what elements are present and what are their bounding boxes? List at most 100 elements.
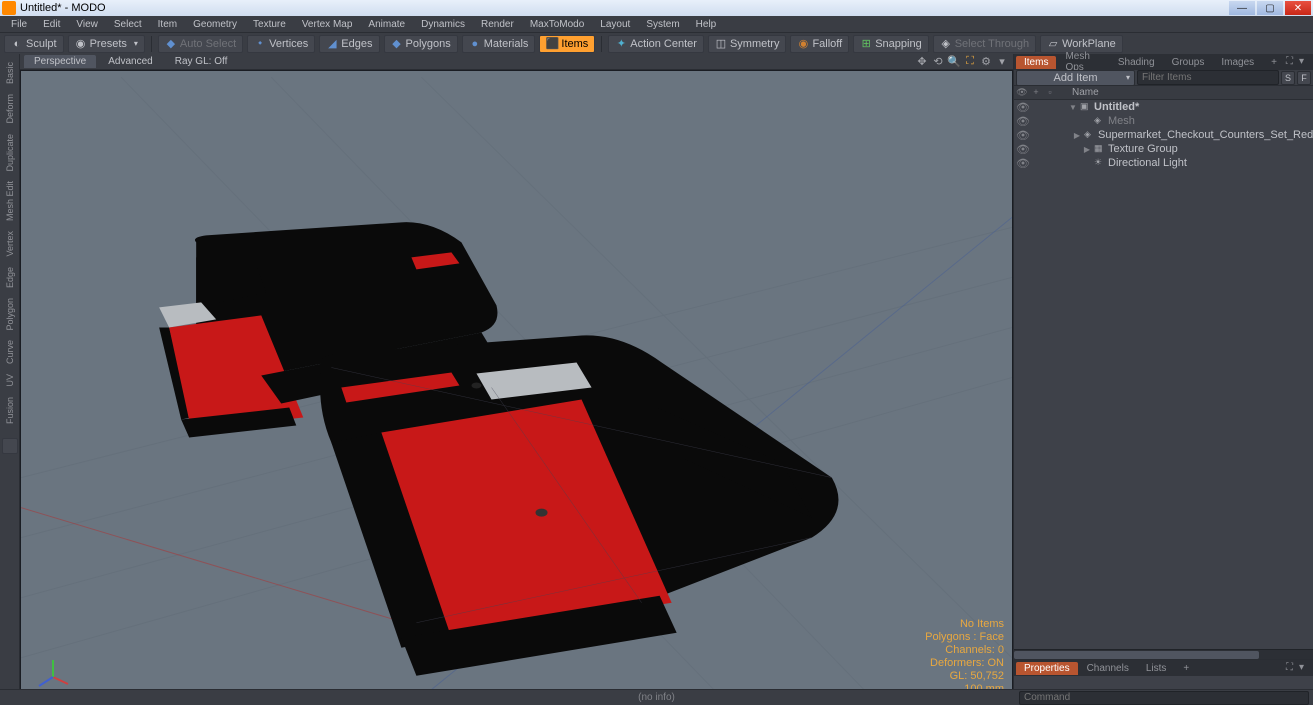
- items-button[interactable]: ⬛Items: [539, 35, 595, 53]
- tab-properties[interactable]: Properties: [1016, 662, 1078, 675]
- polygon-icon: ◆: [391, 38, 403, 50]
- menu-texture[interactable]: Texture: [246, 18, 293, 31]
- menu-dynamics[interactable]: Dynamics: [414, 18, 472, 31]
- autoselect-button[interactable]: ◆Auto Select: [158, 35, 243, 53]
- vtab-polygon[interactable]: Polygon: [3, 294, 17, 335]
- props-menu-icon[interactable]: ▾: [1299, 662, 1311, 674]
- sculpt-icon: ◐: [11, 38, 23, 50]
- vtab-basic[interactable]: Basic: [3, 58, 17, 88]
- tab-channels[interactable]: Channels: [1079, 662, 1137, 675]
- col-color-icon[interactable]: ▫: [1044, 87, 1056, 99]
- menu-item[interactable]: Item: [151, 18, 184, 31]
- vtab-uv[interactable]: UV: [3, 370, 17, 391]
- maximize-button[interactable]: ▢: [1257, 1, 1283, 15]
- menu-maxtomodo[interactable]: MaxToModo: [523, 18, 591, 31]
- vtab-edge[interactable]: Edge: [3, 263, 17, 292]
- presets-icon: ◉: [75, 38, 87, 50]
- menu-view[interactable]: View: [69, 18, 105, 31]
- properties-tabs: Properties Channels Lists + ⛶ ▾: [1014, 660, 1313, 676]
- autoselect-icon: ◆: [165, 38, 177, 50]
- tree-row[interactable]: 👁☀Directional Light: [1014, 156, 1313, 170]
- material-icon: ●: [469, 38, 481, 50]
- viewport-move-icon[interactable]: ✥: [915, 55, 929, 69]
- menu-bar: File Edit View Select Item Geometry Text…: [0, 16, 1313, 32]
- menu-file[interactable]: File: [4, 18, 34, 31]
- vtab-curve[interactable]: Curve: [3, 336, 17, 368]
- tab-lists[interactable]: Lists: [1138, 662, 1175, 675]
- tree-row[interactable]: 👁▶◈Supermarket_Checkout_Counters_Set_Red…: [1014, 128, 1313, 142]
- viewport-header: Perspective Advanced Ray GL: Off ✥ ⟲ 🔍 ⛶…: [20, 54, 1013, 70]
- viewport-expand-icon[interactable]: ⛶: [963, 55, 977, 69]
- item-tree[interactable]: 👁▼▣Untitled*👁◈Mesh👁▶◈Supermarket_Checkou…: [1014, 100, 1313, 649]
- menu-help[interactable]: Help: [689, 18, 724, 31]
- polygons-button[interactable]: ◆Polygons: [384, 35, 458, 53]
- viewport-rotate-icon[interactable]: ⟲: [931, 55, 945, 69]
- snapping-icon: ⊞: [860, 38, 872, 50]
- menu-edit[interactable]: Edit: [36, 18, 67, 31]
- panel-menu-icon[interactable]: ▾: [1299, 56, 1311, 68]
- col-add-icon[interactable]: +: [1030, 87, 1042, 99]
- command-input[interactable]: [1019, 691, 1309, 705]
- left-tool-button[interactable]: [2, 438, 18, 454]
- status-bar: (no info): [0, 689, 1313, 705]
- left-tool-tabs: Basic Deform Duplicate Mesh Edit Vertex …: [0, 54, 20, 705]
- minimize-button[interactable]: —: [1229, 1, 1255, 15]
- viewport-3d[interactable]: No Items Polygons : Face Channels: 0 Def…: [20, 70, 1013, 705]
- tree-row[interactable]: 👁◈Mesh: [1014, 114, 1313, 128]
- menu-system[interactable]: System: [639, 18, 686, 31]
- filter-items-input[interactable]: [1137, 70, 1279, 85]
- axis-gizmo[interactable]: [33, 652, 73, 692]
- snapping-button[interactable]: ⊞Snapping: [853, 35, 929, 53]
- filter-clear-button[interactable]: F: [1297, 71, 1311, 85]
- title-bar: Untitled* - MODO — ▢ ✕: [0, 0, 1313, 16]
- viewport-tab-advanced[interactable]: Advanced: [98, 55, 162, 68]
- menu-layout[interactable]: Layout: [593, 18, 637, 31]
- tab-items[interactable]: Items: [1016, 56, 1056, 69]
- edges-button[interactable]: ◢Edges: [319, 35, 379, 53]
- close-button[interactable]: ✕: [1285, 1, 1311, 15]
- falloff-button[interactable]: ◉Falloff: [790, 35, 849, 53]
- menu-render[interactable]: Render: [474, 18, 521, 31]
- menu-animate[interactable]: Animate: [361, 18, 412, 31]
- vtab-fusion[interactable]: Fusion: [3, 393, 17, 428]
- item-list-toolbar: Add Item▾ S F: [1014, 70, 1313, 86]
- viewport-container: Perspective Advanced Ray GL: Off ✥ ⟲ 🔍 ⛶…: [20, 54, 1013, 705]
- tab-shading[interactable]: Shading: [1110, 56, 1163, 69]
- col-visibility-icon[interactable]: 👁: [1016, 87, 1028, 99]
- filter-options-button[interactable]: S: [1281, 71, 1295, 85]
- viewport-tab-perspective[interactable]: Perspective: [24, 55, 96, 68]
- workplane-icon: ▱: [1047, 38, 1059, 50]
- add-item-dropdown[interactable]: Add Item▾: [1016, 70, 1135, 86]
- col-name-header[interactable]: Name: [1068, 87, 1099, 98]
- window-title: Untitled* - MODO: [20, 2, 1229, 14]
- tab-groups[interactable]: Groups: [1164, 56, 1213, 69]
- vtab-deform[interactable]: Deform: [3, 90, 17, 128]
- viewport-canvas: [21, 71, 1012, 704]
- sculpt-button[interactable]: ◐Sculpt: [4, 35, 64, 53]
- actioncenter-button[interactable]: ✦Action Center: [608, 35, 704, 53]
- tree-scrollbar[interactable]: [1014, 649, 1313, 659]
- menu-select[interactable]: Select: [107, 18, 149, 31]
- selectthrough-button[interactable]: ◈Select Through: [933, 35, 1036, 53]
- tree-row[interactable]: 👁▶▦Texture Group: [1014, 142, 1313, 156]
- symmetry-icon: ◫: [715, 38, 727, 50]
- props-expand-icon[interactable]: ⛶: [1286, 662, 1298, 674]
- materials-button[interactable]: ●Materials: [462, 35, 536, 53]
- vertices-button[interactable]: ⬩Vertices: [247, 35, 315, 53]
- vtab-duplicate[interactable]: Duplicate: [3, 130, 17, 176]
- tab-images[interactable]: Images: [1213, 56, 1262, 69]
- viewport-chevron-icon[interactable]: ▾: [995, 55, 1009, 69]
- vtab-meshedit[interactable]: Mesh Edit: [3, 177, 17, 225]
- vtab-vertex[interactable]: Vertex: [3, 227, 17, 261]
- menu-geometry[interactable]: Geometry: [186, 18, 244, 31]
- presets-button[interactable]: ◉Presets▾: [68, 35, 145, 53]
- viewport-gear-icon[interactable]: ⚙: [979, 55, 993, 69]
- tab-add[interactable]: +: [1263, 56, 1285, 69]
- menu-vertexmap[interactable]: Vertex Map: [295, 18, 360, 31]
- tree-row[interactable]: 👁▼▣Untitled*: [1014, 100, 1313, 114]
- tab-props-add[interactable]: +: [1175, 662, 1197, 675]
- viewport-zoom-icon[interactable]: 🔍: [947, 55, 961, 69]
- panel-expand-icon[interactable]: ⛶: [1286, 56, 1298, 68]
- viewport-tab-raygl[interactable]: Ray GL: Off: [165, 55, 238, 68]
- symmetry-button[interactable]: ◫Symmetry: [708, 35, 787, 53]
